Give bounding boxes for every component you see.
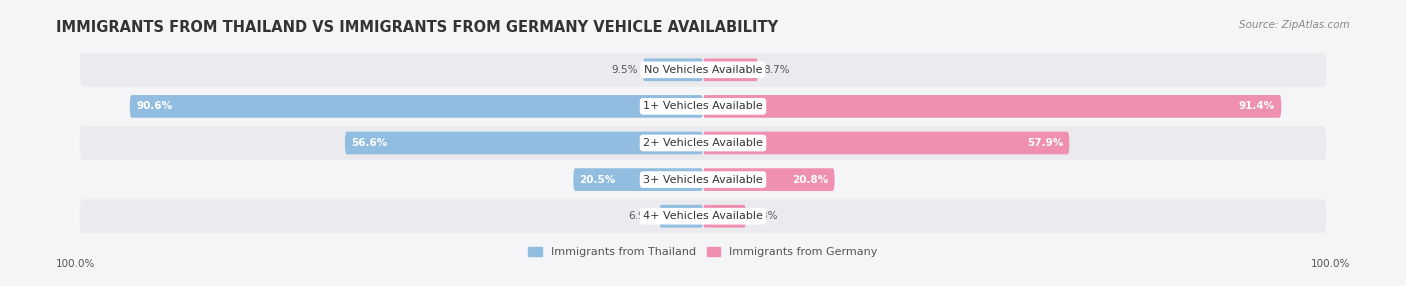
Text: 8.7%: 8.7% [763, 65, 790, 75]
FancyBboxPatch shape [703, 205, 747, 228]
Text: 6.8%: 6.8% [751, 211, 778, 221]
Text: 20.8%: 20.8% [792, 175, 828, 184]
FancyBboxPatch shape [80, 163, 1326, 196]
Legend: Immigrants from Thailand, Immigrants from Germany: Immigrants from Thailand, Immigrants fro… [524, 243, 882, 262]
Text: 57.9%: 57.9% [1026, 138, 1063, 148]
FancyBboxPatch shape [344, 132, 703, 154]
Text: 9.5%: 9.5% [612, 65, 638, 75]
FancyBboxPatch shape [659, 205, 703, 228]
FancyBboxPatch shape [703, 58, 758, 81]
FancyBboxPatch shape [80, 199, 1326, 233]
FancyBboxPatch shape [80, 53, 1326, 87]
Text: 100.0%: 100.0% [56, 259, 96, 269]
FancyBboxPatch shape [574, 168, 703, 191]
Text: 100.0%: 100.0% [1310, 259, 1350, 269]
FancyBboxPatch shape [703, 168, 835, 191]
Text: Source: ZipAtlas.com: Source: ZipAtlas.com [1239, 20, 1350, 30]
Text: 91.4%: 91.4% [1239, 102, 1275, 111]
FancyBboxPatch shape [643, 58, 703, 81]
FancyBboxPatch shape [80, 126, 1326, 160]
Text: 20.5%: 20.5% [579, 175, 616, 184]
FancyBboxPatch shape [129, 95, 703, 118]
Text: 3+ Vehicles Available: 3+ Vehicles Available [643, 175, 763, 184]
FancyBboxPatch shape [80, 90, 1326, 123]
Text: IMMIGRANTS FROM THAILAND VS IMMIGRANTS FROM GERMANY VEHICLE AVAILABILITY: IMMIGRANTS FROM THAILAND VS IMMIGRANTS F… [56, 20, 779, 35]
Text: 2+ Vehicles Available: 2+ Vehicles Available [643, 138, 763, 148]
Text: 1+ Vehicles Available: 1+ Vehicles Available [643, 102, 763, 111]
Text: No Vehicles Available: No Vehicles Available [644, 65, 762, 75]
Text: 90.6%: 90.6% [136, 102, 172, 111]
Text: 6.9%: 6.9% [628, 211, 654, 221]
Text: 56.6%: 56.6% [352, 138, 388, 148]
Text: 4+ Vehicles Available: 4+ Vehicles Available [643, 211, 763, 221]
FancyBboxPatch shape [703, 95, 1281, 118]
FancyBboxPatch shape [703, 132, 1070, 154]
